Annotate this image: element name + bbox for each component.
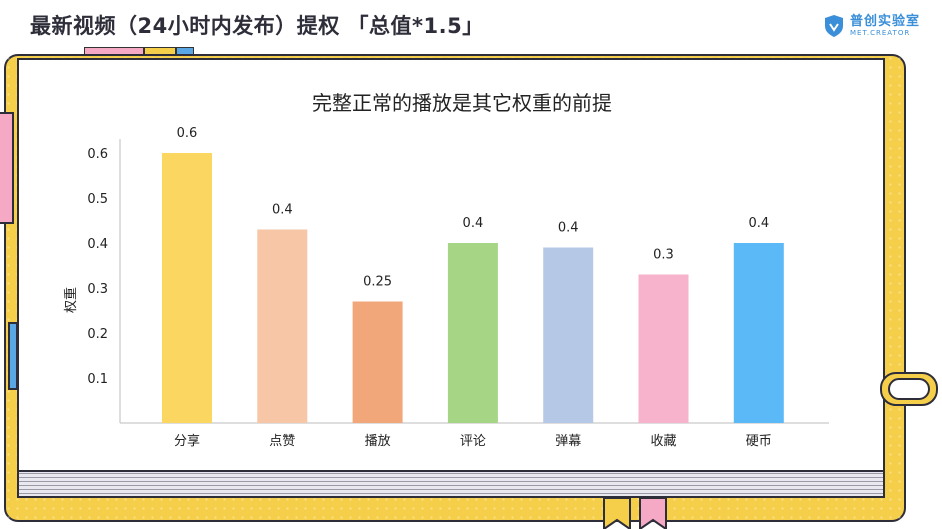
bar-7	[733, 243, 784, 423]
x-tick-label: 硬币	[746, 434, 772, 449]
data-label: 0.3	[653, 248, 674, 263]
y-tick-label: 0.2	[87, 327, 108, 342]
y-tick-label: 0.3	[87, 282, 108, 297]
page-stack	[17, 470, 885, 498]
notebook-clasp-hole	[888, 378, 930, 400]
bar-2	[257, 229, 308, 423]
x-tick-label: 分享	[174, 433, 200, 449]
data-label: 0.4	[748, 216, 769, 231]
logo: 普创实验室 MET.CREATOR	[823, 14, 920, 38]
y-tick-label: 0.6	[87, 147, 108, 162]
bookmark-ribbons	[603, 498, 667, 529]
data-label: 0.6	[177, 126, 198, 141]
data-label: 0.25	[363, 275, 392, 290]
data-label: 0.4	[558, 221, 579, 236]
page-title: 最新视频（24小时内发布）提权 「总值*1.5」	[30, 14, 484, 38]
x-tick-label: 收藏	[650, 434, 676, 449]
bar-chart: 完整正常的播放是其它权重的前提 权重 0.1 0.2 0.3 0.4 0.5 0.6 0.…	[63, 91, 829, 449]
y-tick-label: 0.5	[87, 192, 108, 207]
chart-title: 完整正常的播放是其它权重的前提	[312, 91, 612, 115]
bar-6	[638, 274, 689, 423]
logo-name-en: MET.CREATOR	[849, 29, 911, 37]
y-axis-label: 权重	[63, 287, 79, 313]
bar-5	[543, 247, 594, 423]
y-tick-label: 0.4	[87, 237, 108, 252]
y-tick-label: 0.1	[87, 372, 108, 387]
shield-logo-icon	[824, 15, 843, 37]
x-tick-label: 弹幕	[555, 434, 581, 449]
bar-4	[447, 243, 498, 423]
x-tick-label: 点赞	[269, 434, 295, 449]
x-tick-label: 评论	[460, 434, 486, 449]
bar-3	[352, 301, 403, 423]
logo-name-cn: 普创实验室	[849, 14, 920, 29]
data-label: 0.4	[272, 203, 293, 218]
data-label: 0.4	[463, 216, 484, 231]
x-tick-label: 播放	[365, 434, 391, 449]
side-tab-pink	[0, 112, 14, 224]
bar-1	[162, 153, 212, 423]
